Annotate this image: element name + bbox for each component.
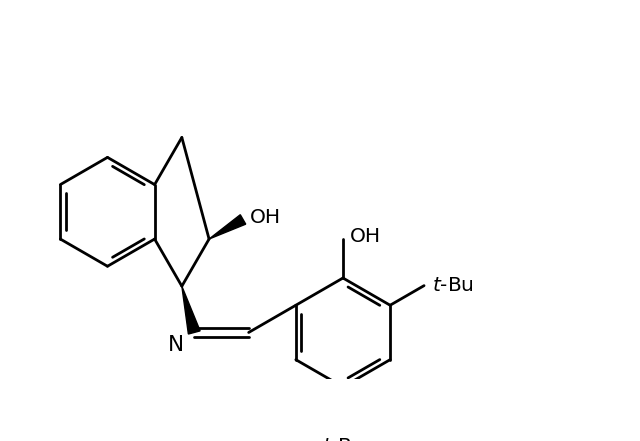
Text: OH: OH (250, 208, 282, 227)
Text: $t$-Bu: $t$-Bu (433, 276, 474, 295)
Text: $t$-Bu: $t$-Bu (322, 437, 364, 441)
Polygon shape (182, 286, 200, 334)
Polygon shape (209, 215, 246, 239)
Text: N: N (168, 335, 184, 355)
Text: OH: OH (350, 227, 381, 246)
